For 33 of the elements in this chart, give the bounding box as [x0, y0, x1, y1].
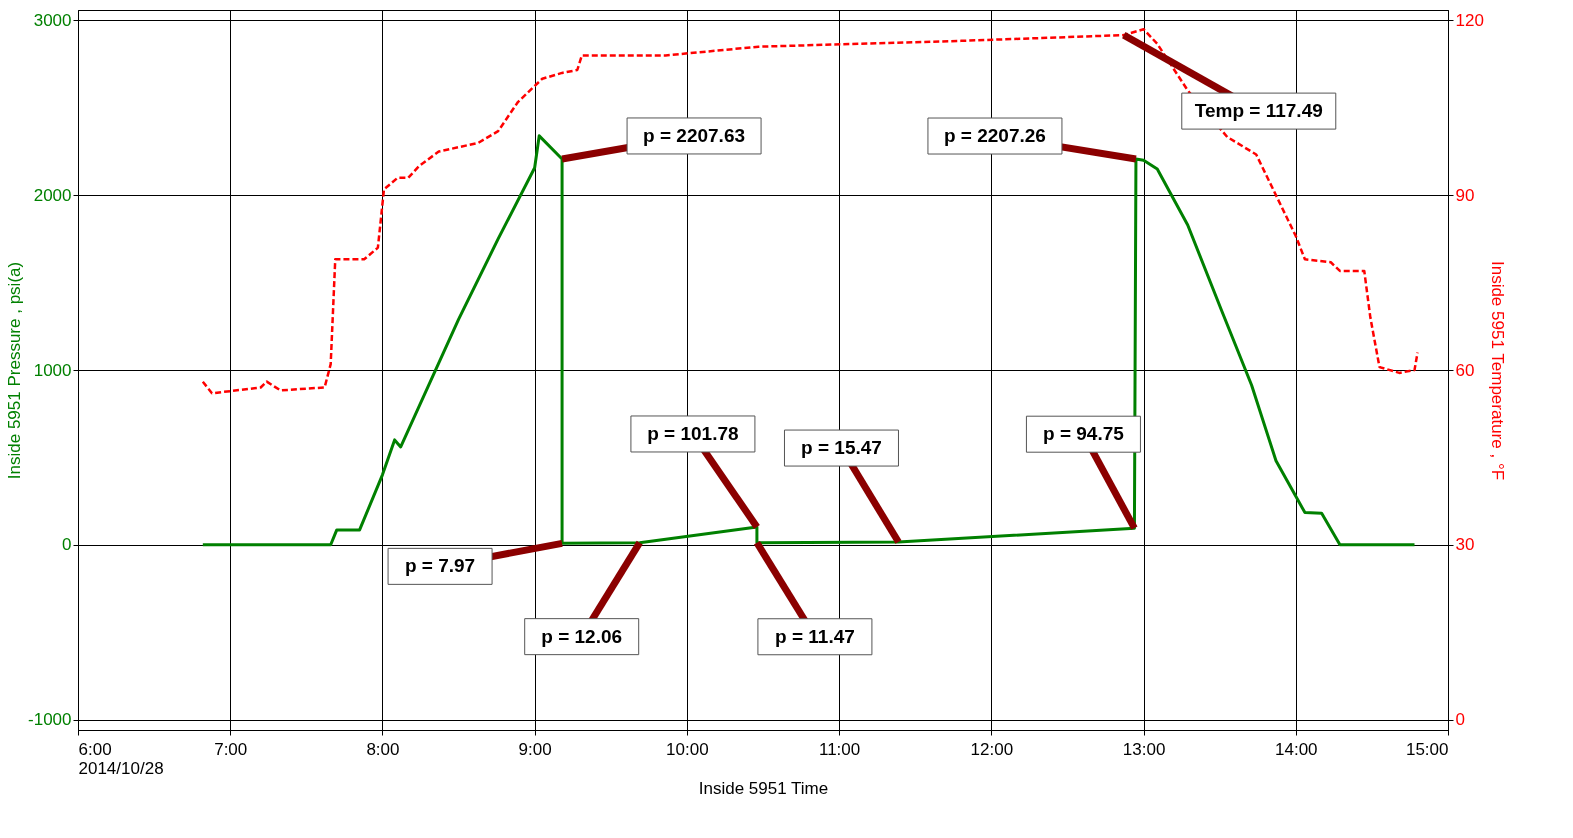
x-axis-title: Inside 5951 Time	[698, 778, 829, 798]
x-tick-label: 6:00 2014/10/28	[78, 739, 164, 778]
x-tick-label: 8:00	[366, 739, 400, 759]
y2-tick-label: 0	[1455, 710, 1465, 730]
y2-tick-label: 60	[1455, 360, 1475, 380]
x-tick-label: 12:00	[970, 739, 1014, 759]
x-tick-label: 9:00	[518, 739, 552, 759]
y-tick-label: 1000	[33, 360, 72, 380]
y2-axis-title: Inside 5951 Temperature , °F	[1487, 260, 1507, 481]
annotation: p = 2207.26	[943, 125, 1046, 147]
x-tick-label: 15:00	[1405, 739, 1449, 759]
y-axis-title: Inside 5951 Pressure , psi(a)	[5, 261, 25, 480]
line-series	[201, 27, 1419, 395]
annotation: Temp = 117.49	[1194, 100, 1323, 122]
x-tick-label: 13:00	[1122, 739, 1166, 759]
y2-tick-label: 120	[1455, 10, 1484, 30]
x-tick-label: 14:00	[1275, 739, 1318, 759]
x-tick-label: 10:00	[666, 739, 709, 759]
annotation: p = 101.78	[647, 422, 739, 444]
y-tick-label: 3000	[33, 10, 72, 30]
y2-tick-label: 30	[1455, 535, 1475, 555]
y2-tick-label: 90	[1455, 185, 1475, 205]
y-tick-label: -1000	[28, 710, 72, 730]
annotation: p = 2207.63	[643, 124, 746, 146]
annotation: p = 12.06	[541, 625, 623, 647]
x-tick-label: 11:00	[818, 739, 861, 759]
x-tick-label: 7:00	[214, 739, 248, 759]
y-tick-label: 0	[62, 535, 72, 555]
annotation: p = 15.47	[801, 437, 882, 459]
y-tick-label: 2000	[33, 185, 72, 205]
annotation: p = 7.97	[404, 555, 476, 577]
annotation: p = 11.47	[775, 625, 855, 647]
annotation: p = 94.75	[1043, 423, 1125, 445]
